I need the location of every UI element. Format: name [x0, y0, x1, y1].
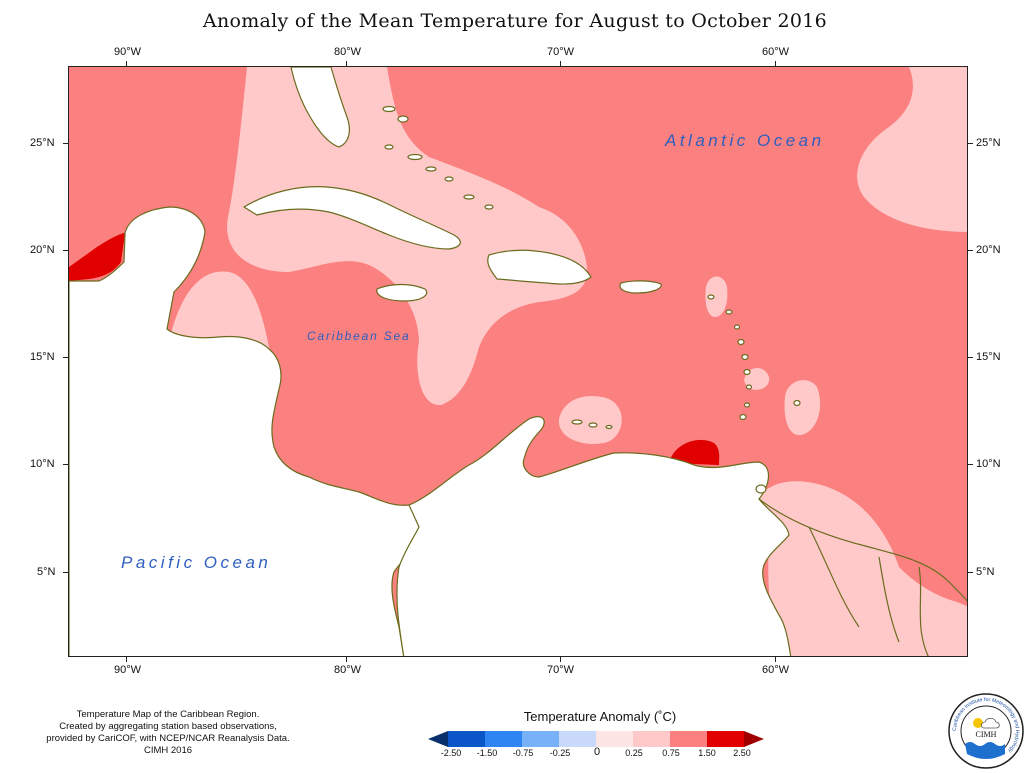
land-border: [808, 526, 929, 656]
credits-block: Temperature Map of the Caribbean Region.…: [18, 709, 318, 757]
legend-label: 2.50: [733, 748, 751, 758]
credits-line: CIMH 2016: [143, 745, 193, 756]
tick: [968, 143, 973, 144]
legend-title: Temperature Anomaly (˚C): [523, 709, 677, 724]
pacific-ocean-label: Pacific Ocean: [121, 553, 272, 572]
land-bahamas: [382, 105, 494, 210]
land-hispaniola: [487, 249, 592, 285]
land-abc-islands: [571, 419, 613, 430]
lon-label: 90°W: [114, 46, 142, 58]
legend-label: -0.25: [549, 748, 571, 758]
legend-label: 0.25: [625, 748, 643, 758]
water-waves-icon: [965, 742, 1005, 759]
land-masses: [69, 67, 967, 656]
atlantic-ocean-label: Atlantic Ocean: [665, 131, 825, 150]
tick: [775, 61, 776, 66]
credits-line: provided by CariCOF, with NCEP/NCAR Rean…: [46, 733, 290, 744]
land-florida: [290, 67, 350, 148]
anomaly-region: [669, 439, 720, 465]
legend-label: 0.75: [662, 748, 680, 758]
lat-label: 20°N: [976, 244, 1001, 256]
caribbean-sea-label: Caribbean Sea: [307, 329, 411, 343]
lat-label: 10°N: [976, 458, 1001, 470]
land-guianas: [758, 498, 967, 602]
legend-swatch: [522, 731, 559, 747]
legend-label: -0.75: [512, 748, 534, 758]
tick: [63, 143, 68, 144]
legend-swatch: [428, 731, 448, 747]
legend-swatch: [633, 731, 670, 747]
anomaly-region: [857, 67, 967, 232]
sun-icon: [973, 718, 983, 728]
legend-label: -2.50: [440, 748, 462, 758]
logo-center-text: CIMH: [976, 730, 997, 739]
anomaly-region: [784, 380, 821, 436]
tick: [63, 464, 68, 465]
tick: [560, 61, 561, 66]
lat-label: 25°N: [976, 137, 1001, 149]
cloud-icon: [981, 717, 1000, 729]
tick: [63, 357, 68, 358]
anomaly-region: [705, 276, 728, 317]
lon-label: 80°W: [334, 46, 362, 58]
anomaly-region: [558, 396, 622, 444]
anomaly-region: [69, 233, 125, 281]
tick: [63, 572, 68, 573]
lat-label: 15°N: [30, 351, 55, 363]
anomaly-region: [757, 481, 967, 656]
legend-colorbar: [428, 731, 764, 747]
lon-label: 70°W: [547, 664, 575, 676]
tick: [346, 657, 347, 662]
legend-label: -1.50: [476, 748, 498, 758]
anomaly-map: [69, 67, 967, 656]
credits-line: Temperature Map of the Caribbean Region.: [76, 709, 260, 720]
tick: [126, 61, 127, 66]
legend-label: 0: [593, 746, 601, 758]
map-panel[interactable]: Atlantic Ocean Caribbean Sea Pacific Oce…: [68, 66, 968, 657]
legend-swatch: [744, 731, 764, 747]
map-title: Anomaly of the Mean Temperature for Augu…: [202, 10, 828, 32]
tick: [968, 250, 973, 251]
legend-swatch: [448, 731, 485, 747]
anomaly-regions-1.50-2.50: [69, 233, 720, 465]
land-south-america: [396, 416, 792, 656]
land-puerto-rico: [619, 280, 662, 294]
cimh-logo: Caribbean Institute for Meteorology and …: [948, 693, 1024, 769]
lon-label: 90°W: [114, 664, 142, 676]
tick: [968, 572, 973, 573]
tick: [560, 657, 561, 662]
tick: [63, 250, 68, 251]
lon-label: 80°W: [334, 664, 362, 676]
lat-label: 20°N: [30, 244, 55, 256]
lat-label: 25°N: [30, 137, 55, 149]
lon-label: 60°W: [762, 46, 790, 58]
land-lesser-antilles: [707, 294, 801, 494]
legend-swatch: [485, 731, 522, 747]
land-jamaica: [376, 283, 428, 302]
legend-swatch: [596, 731, 633, 747]
lon-label: 60°W: [762, 664, 790, 676]
legend-swatch: [559, 731, 596, 747]
tick: [126, 657, 127, 662]
lat-label: 10°N: [30, 458, 55, 470]
legend-swatch: [707, 731, 744, 747]
lat-label: 5°N: [976, 566, 995, 578]
tick: [775, 657, 776, 662]
tick: [968, 357, 973, 358]
lon-label: 70°W: [547, 46, 575, 58]
tick: [346, 61, 347, 66]
legend-label: 1.50: [698, 748, 716, 758]
lat-label: 5°N: [37, 566, 56, 578]
legend-swatch: [670, 731, 707, 747]
lat-label: 15°N: [976, 351, 1001, 363]
anomaly-region: [744, 368, 770, 390]
tick: [968, 464, 973, 465]
land-cuba: [243, 186, 461, 250]
credits-line: Created by aggregating station based obs…: [59, 721, 277, 732]
